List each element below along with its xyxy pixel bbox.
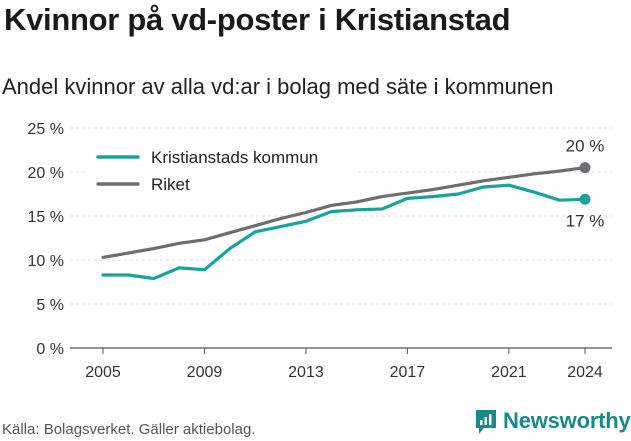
- y-axis-ticks: 0 % 5 % 10 % 15 % 20 % 25 %: [28, 121, 64, 358]
- end-label-riket: 20 %: [566, 137, 605, 156]
- chart-subtitle: Andel kvinnor av alla vd:ar i bolag med …: [2, 74, 554, 99]
- legend-label: Riket: [151, 175, 190, 194]
- end-point-riket: [579, 162, 591, 174]
- newsworthy-logo-icon: [474, 408, 498, 434]
- y-tick-label: 15 %: [28, 209, 64, 226]
- y-tick-label: 0 %: [36, 341, 64, 358]
- x-axis-ticks: 2005 2009 2013 2017 2021 2024: [85, 348, 603, 381]
- end-labels: 17 % 20 %: [566, 137, 605, 231]
- legend-background: [88, 142, 358, 200]
- legend: Kristianstads kommun Riket: [88, 142, 358, 200]
- y-tick-label: 25 %: [28, 121, 64, 138]
- x-tick-label: 2021: [491, 364, 527, 381]
- logo-text: Newsworthy: [503, 408, 631, 433]
- newsworthy-logo: Newsworthy: [474, 406, 631, 436]
- source-note: Källa: Bolagsverket. Gäller aktiebolag.: [2, 421, 256, 438]
- end-label-kristianstad: 17 %: [566, 211, 605, 230]
- x-tick-label: 2013: [288, 364, 324, 381]
- series-lines: [101, 162, 591, 281]
- end-point-kristianstad: [579, 193, 591, 205]
- x-tick-label: 2024: [567, 364, 603, 381]
- y-tick-label: 10 %: [28, 253, 64, 270]
- series-line-kristianstad: [101, 183, 587, 281]
- x-tick-label: 2009: [187, 364, 223, 381]
- y-tick-label: 5 %: [36, 297, 64, 314]
- chart-title: Kvinnor på vd-poster i Kristianstad: [4, 2, 511, 37]
- y-tick-label: 20 %: [28, 165, 64, 182]
- x-tick-label: 2005: [85, 364, 121, 381]
- legend-label: Kristianstads kommun: [151, 148, 318, 167]
- series-line-riket: [101, 166, 587, 259]
- x-tick-label: 2017: [390, 364, 426, 381]
